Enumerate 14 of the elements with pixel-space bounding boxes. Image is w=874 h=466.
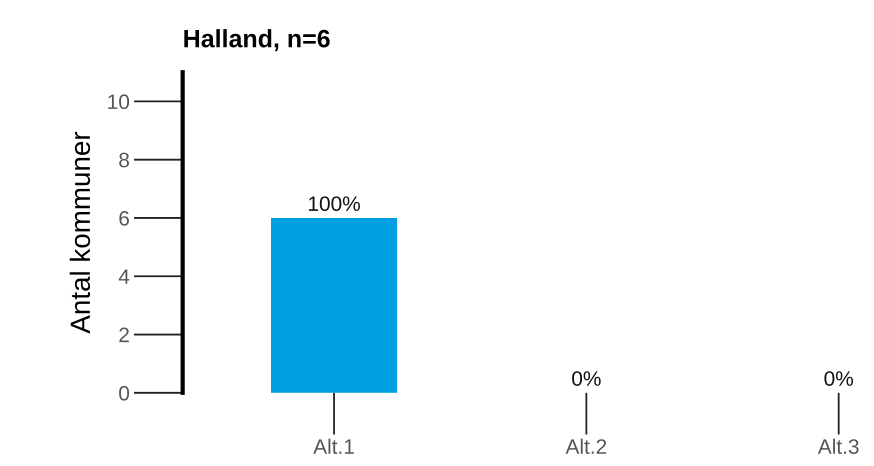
- y-tick-label: 2: [119, 328, 129, 342]
- y-tick-label: 0: [119, 386, 130, 401]
- annotation: 100%: [309, 196, 360, 212]
- y-tick-label: 10: [108, 94, 130, 110]
- x-tick-label: Alt.2: [566, 438, 606, 454]
- y-tick-label: 8: [119, 152, 129, 168]
- x-tick-label: Alt.1: [313, 438, 354, 454]
- y-tick-label: 4: [118, 269, 130, 284]
- annotation: 0%: [824, 371, 853, 386]
- annotation: 0%: [572, 371, 601, 386]
- y-axis-title: Antal kommuner: [70, 132, 90, 334]
- y-tick-label: 6: [119, 210, 129, 226]
- chart-title: Halland, n=6: [184, 29, 330, 52]
- x-tick-label: Alt.3: [818, 438, 859, 454]
